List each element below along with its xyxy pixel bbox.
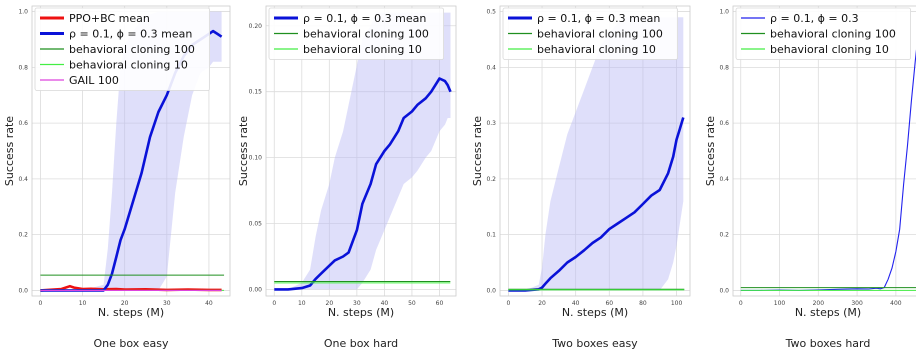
- legend-label: ρ = 0.1, ϕ = 0.3 mean: [537, 12, 660, 25]
- series-line: [740, 49, 916, 291]
- legend-label: behavioral cloning 10: [770, 43, 889, 56]
- x-tick-label: 20: [538, 300, 546, 307]
- plot-area: [508, 17, 685, 292]
- y-tick-label: 0.4: [719, 176, 729, 183]
- legend-box: [735, 7, 912, 60]
- x-axis-label: N. steps (M): [328, 306, 394, 319]
- x-tick-label: 40: [381, 300, 389, 307]
- legend-label: ρ = 0.1, ϕ = 0.3 mean: [303, 12, 426, 25]
- x-tick-label: 80: [639, 300, 647, 307]
- x-axis-label: N. steps (M): [562, 306, 628, 319]
- legend-label: behavioral cloning 100: [69, 43, 195, 56]
- y-tick-label: 0.05: [249, 221, 263, 228]
- y-tick-label: 0.15: [249, 89, 263, 96]
- legend: ρ = 0.1, ϕ = 0.3 behavioral cloning 100 be…: [735, 7, 912, 60]
- y-tick-label: 0.2: [18, 232, 28, 239]
- panel-caption: Two boxes hard: [785, 337, 871, 350]
- y-tick-label: 0.2: [486, 176, 496, 183]
- chart-panel-3: 0 20 40 60 80 100 0.0 0.1 0.2 0.3 0.4 0.5 N. steps (…: [471, 5, 691, 350]
- y-tick-label: 1.0: [18, 9, 28, 16]
- legend-label: behavioral cloning 10: [69, 59, 188, 72]
- x-tick-label: 400: [890, 300, 902, 307]
- chart-panel-2: 0 10 20 30 40 50 60 0.00 0.05 0.10 0.15 0.20 N. step…: [237, 5, 457, 350]
- x-tick-label: 60: [605, 300, 613, 307]
- axes-frame: [732, 5, 916, 297]
- panel-caption: One box hard: [324, 337, 398, 350]
- x-tick-label: 300: [851, 300, 863, 307]
- x-tick-label: 10: [298, 300, 306, 307]
- y-tick-label: 0.6: [18, 120, 28, 127]
- x-tick-label: 0: [739, 300, 743, 307]
- x-tick-label: 20: [326, 300, 334, 307]
- y-tick-label: 0.5: [486, 9, 496, 16]
- y-tick-label: 0.1: [486, 232, 496, 239]
- legend-label: ρ = 0.1, ϕ = 0.3 mean: [69, 28, 192, 41]
- confidence-band: [508, 17, 684, 291]
- series-line: [508, 117, 685, 292]
- legend: ρ = 0.1, ϕ = 0.3 mean behavioral cloning …: [502, 7, 679, 60]
- y-tick-label: 0.20: [249, 23, 263, 30]
- series-line: [40, 284, 222, 292]
- y-tick-label: 0.6: [719, 120, 729, 127]
- plot-area: [740, 49, 916, 291]
- x-tick-label: 100: [774, 300, 786, 307]
- x-tick-label: 40: [572, 300, 580, 307]
- x-axis-label: N. steps (M): [795, 306, 861, 319]
- y-tick-label: 0.0: [719, 287, 729, 294]
- legend-label: behavioral cloning 100: [537, 28, 663, 41]
- y-axis-label: Success rate: [704, 116, 717, 186]
- series-line: [274, 77, 452, 291]
- y-tick-label: 0.3: [486, 120, 496, 127]
- x-tick-label: 30: [353, 300, 361, 307]
- x-tick-label: 0: [272, 300, 276, 307]
- x-tick-label: 40: [205, 300, 213, 307]
- panel-caption: Two boxes easy: [551, 337, 638, 350]
- y-tick-label: 0.10: [249, 155, 263, 162]
- x-tick-label: 30: [163, 300, 171, 307]
- legend-label: behavioral cloning 10: [303, 43, 422, 56]
- confidence-band: [274, 12, 451, 290]
- x-tick-label: 100: [671, 300, 683, 307]
- y-tick-label: 0.0: [486, 287, 496, 294]
- x-axis-label: N. steps (M): [98, 306, 164, 319]
- x-tick-label: 0: [39, 300, 43, 307]
- axes-frame: [265, 5, 457, 297]
- legend-label: behavioral cloning 10: [537, 43, 656, 56]
- y-tick-label: 0.4: [486, 64, 496, 71]
- legend-label: PPO+BC mean: [69, 12, 150, 25]
- legend-box: [502, 7, 679, 60]
- x-tick-label: 0: [506, 300, 510, 307]
- legend: PPO+BC mean ρ = 0.1, ϕ = 0.3 mean behavior…: [34, 7, 211, 91]
- x-tick-label: 200: [813, 300, 825, 307]
- plot-area: [274, 12, 452, 291]
- y-tick-label: 0.4: [18, 176, 28, 183]
- y-tick-label: 0.0: [18, 287, 28, 294]
- x-tick-label: 50: [408, 300, 416, 307]
- chart-panel-1: 0 10 20 30 40 0.0 0.2 0.4 0.6 0.8 1.0 N. steps (M) S…: [3, 5, 231, 350]
- legend-label: GAIL 100: [69, 74, 119, 87]
- x-tick-label: 20: [121, 300, 129, 307]
- x-tick-label: 10: [79, 300, 87, 307]
- legend-label: behavioral cloning 100: [303, 28, 429, 41]
- y-axis-label: Success rate: [471, 116, 484, 186]
- y-tick-label: 0.2: [719, 232, 729, 239]
- y-tick-label: 1.0: [719, 9, 729, 16]
- panel-caption: One box easy: [93, 337, 169, 350]
- y-tick-label: 0.8: [719, 64, 729, 71]
- legend: ρ = 0.1, ϕ = 0.3 mean behavioral cloning …: [268, 7, 445, 60]
- legend-label: behavioral cloning 100: [770, 28, 896, 41]
- axes-frame: [31, 5, 231, 297]
- legend-box: [34, 7, 211, 91]
- legend-label: ρ = 0.1, ϕ = 0.3: [770, 12, 859, 25]
- y-axis-label: Success rate: [237, 116, 250, 186]
- legend-box: [268, 7, 445, 60]
- axes-frame: [499, 5, 691, 297]
- y-tick-label: 0.8: [18, 64, 28, 71]
- x-tick-label: 60: [436, 300, 444, 307]
- y-tick-label: 0.00: [249, 286, 263, 293]
- chart-panel-4: 0 100 200 300 400 0.0 0.2 0.4 0.6 0.8 1.0 N. steps …: [704, 5, 916, 350]
- y-axis-label: Success rate: [3, 116, 16, 186]
